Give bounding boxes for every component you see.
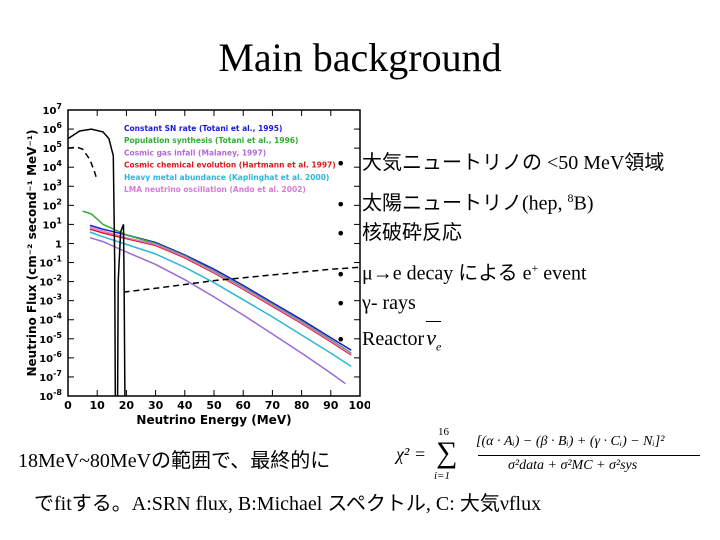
- bullet-tail: B): [573, 192, 594, 215]
- y-tick-label: 103: [43, 178, 63, 193]
- chart-legend: Constant SN rate (Totani et al., 1995) Po…: [124, 124, 336, 194]
- formula-lhs: χ² =: [396, 444, 426, 464]
- bullet-text: γ- rays: [362, 292, 416, 314]
- x-tick-label: 80: [294, 399, 310, 412]
- chart-series: [67, 128, 361, 397]
- bullet-sup: +: [531, 261, 539, 275]
- bullet-item-gamma: • γ- rays: [336, 288, 664, 323]
- y-tick-label: 106: [43, 121, 63, 136]
- series-line-6: [123, 266, 361, 293]
- bullet-text: 核破砕反応: [362, 222, 462, 244]
- series-line-2: [82, 210, 352, 354]
- antineutrino-symbol: νe: [426, 320, 442, 361]
- y-tick-label: 10-4: [39, 312, 62, 327]
- bullet-text: Reactor: [362, 328, 425, 350]
- y-tick-label: 10-3: [39, 293, 62, 308]
- fit-description-line2: でfitする。A:SRN flux, B:Michael スペクトル, C: 大…: [34, 493, 542, 515]
- bullet-item-spallation: • 核破砕反応: [336, 218, 664, 253]
- bullet-tail: event: [538, 262, 587, 285]
- sigma-symbol: ∑: [436, 436, 458, 469]
- legend-entry: Cosmic gas infall (Malaney, 1997): [124, 148, 266, 157]
- x-tick-label: 0: [64, 399, 72, 412]
- y-tick-label: 10-6: [39, 350, 62, 365]
- x-tick-label: 60: [236, 399, 252, 412]
- series-line-1: [89, 224, 352, 351]
- y-tick-label: 10-1: [39, 255, 62, 270]
- series-line-5: [89, 236, 346, 385]
- y-tick-label: 101: [43, 216, 63, 231]
- series-line-9: [67, 146, 98, 181]
- legend-entry: Constant SN rate (Totani et al., 1995): [124, 124, 282, 133]
- x-tick-label: 50: [206, 399, 222, 412]
- formula-upper-limit: 16: [438, 426, 449, 438]
- y-tick-label: 10-5: [39, 331, 62, 346]
- y-tick-label: 1: [55, 239, 62, 250]
- x-tick-label: 10: [90, 399, 106, 412]
- bullet-text: 太陽ニュートリノ(hep,: [362, 192, 568, 215]
- x-tick-label: 70: [265, 399, 281, 412]
- nu-glyph: ν: [426, 325, 436, 350]
- y-tick-label: 107: [43, 102, 63, 117]
- series-line-0: [89, 228, 352, 356]
- series-line-8: [116, 224, 126, 397]
- fraction-bar: [478, 455, 700, 456]
- bullet-item-atmospheric: • 大気ニュートリノの <50 MeV領域: [336, 148, 664, 183]
- bullet-text: 大気ニュートリノの <50 MeV領域: [362, 152, 665, 174]
- y-tick-label: 104: [43, 159, 63, 174]
- x-tick-label: 90: [323, 399, 339, 412]
- bullet-item-mu-decay: • μ→e decay による e+ event: [336, 253, 664, 288]
- legend-entry: Population synthesis (Totani et al., 199…: [124, 136, 298, 145]
- x-axis-label: Neutrino Energy (MeV): [136, 413, 291, 427]
- legend-entry: Heavy metal abundance (Kaplinghat et al.…: [124, 173, 329, 182]
- series-line-7: [67, 128, 117, 397]
- bullet-dot: •: [336, 294, 346, 313]
- y-tick-label: 105: [43, 140, 63, 155]
- formula-numerator: [(α · Aᵢ) − (β · Bᵢ) + (γ · Cᵢ) − Nᵢ]²: [476, 434, 665, 449]
- y-tick-label: 102: [43, 197, 63, 212]
- chart-axes: 107 106 105 104 103 102 101 1 10-1 10-2 10-3 10-4 10…: [39, 102, 370, 412]
- neutrino-flux-chart: Constant SN rate (Totani et al., 1995) Po…: [25, 102, 370, 427]
- nu-subscript: e: [435, 339, 442, 354]
- bullet-dot: •: [336, 224, 346, 243]
- slide-title: Main background: [218, 35, 502, 80]
- bullet-text: μ→e decay による e: [362, 262, 532, 285]
- x-tick-label: 100: [349, 399, 370, 412]
- legend-entry: LMA neutrino oscillation (Ando et al. 20…: [124, 185, 306, 194]
- series-line-3: [89, 226, 352, 355]
- bullet-dot: •: [336, 154, 346, 173]
- legend-entry: Cosmic chemical evolution (Hartmann et a…: [124, 161, 336, 170]
- series-line-4: [89, 231, 352, 368]
- x-tick-label: 30: [148, 399, 164, 412]
- bullet-dot: •: [336, 264, 346, 284]
- x-tick-label: 20: [119, 399, 135, 412]
- y-axis-label: Neutrino Flux (cm⁻² second⁻¹ MeV⁻¹): [25, 129, 39, 376]
- bullet-item-reactor: • Reactorνe: [336, 320, 664, 361]
- bullet-sup: 8: [567, 191, 574, 205]
- bullet-dot: •: [336, 194, 346, 214]
- x-tick-label: 40: [177, 399, 193, 412]
- bullet-list: • 大気ニュートリノの <50 MeV領域 • 太陽ニュートリノ(hep, 8B) …: [336, 148, 664, 358]
- fit-description-line1: 18MeV~80MeVの範囲で、最終的に: [18, 450, 331, 472]
- bullet-dot: •: [336, 330, 346, 349]
- bullet-item-solar: • 太陽ニュートリノ(hep, 8B): [336, 183, 664, 218]
- y-tick-label: 10-2: [39, 274, 62, 289]
- formula-denominator: σ²data + σ²MC + σ²sys: [508, 458, 638, 473]
- y-tick-label: 10-7: [39, 369, 62, 384]
- y-tick-label: 10-8: [39, 388, 62, 403]
- formula-lower-limit: i=1: [434, 470, 450, 482]
